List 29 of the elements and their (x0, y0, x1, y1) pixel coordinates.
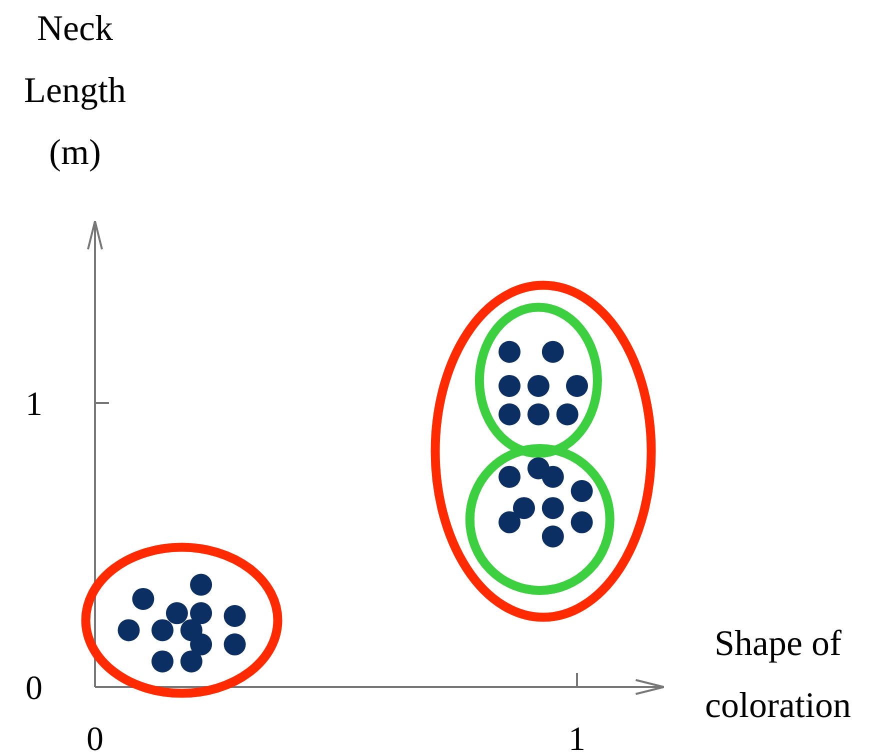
point (566, 374, 588, 397)
point (180, 650, 202, 672)
point (542, 466, 564, 488)
point (224, 633, 246, 656)
point (166, 602, 188, 624)
point (151, 619, 174, 642)
point (190, 602, 212, 624)
point (498, 374, 521, 397)
point (498, 403, 521, 426)
point (224, 605, 246, 627)
point (512, 497, 535, 520)
y-axis-title: Neck Length (m) (24, 8, 126, 172)
point (527, 403, 550, 426)
point (570, 480, 593, 502)
point (151, 650, 174, 672)
point (498, 466, 521, 488)
point (190, 633, 212, 656)
point (498, 340, 521, 363)
point (542, 525, 564, 548)
point (190, 574, 212, 596)
point (542, 340, 564, 363)
point (527, 374, 550, 397)
x-axis-title: Shape of coloration (705, 623, 851, 725)
point (118, 619, 140, 642)
point (542, 497, 564, 520)
point (498, 511, 521, 534)
point (570, 511, 593, 534)
point (556, 403, 578, 426)
point (132, 588, 154, 610)
